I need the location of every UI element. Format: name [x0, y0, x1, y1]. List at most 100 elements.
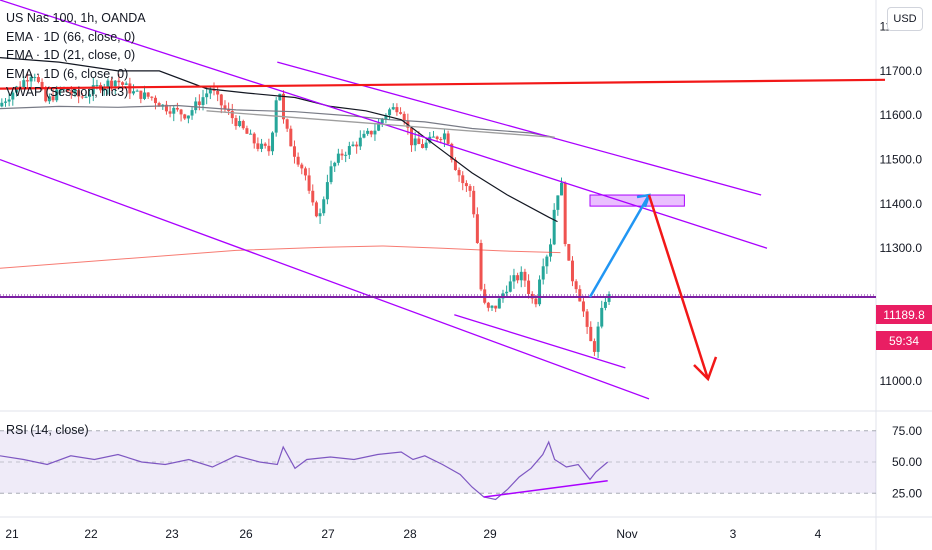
candle-body — [453, 159, 457, 170]
candle-body — [410, 127, 414, 146]
candle-body — [201, 97, 205, 105]
candle-body — [567, 244, 571, 261]
legend-vwap[interactable]: VWAP (Session, hlc3) — [6, 85, 129, 99]
candle-body — [479, 243, 483, 290]
candle-body — [186, 115, 190, 119]
candle-body — [600, 307, 604, 327]
candle-body — [249, 133, 253, 135]
candle-body — [113, 80, 117, 87]
candle-body — [263, 143, 267, 146]
candle-body — [333, 162, 337, 167]
candle-body — [0, 102, 4, 107]
candle-body — [121, 82, 125, 85]
candle-body — [267, 145, 271, 152]
legend-ema-66[interactable]: EMA · 1D (66, close, 0) — [6, 29, 136, 44]
candle-body — [212, 89, 216, 91]
candle-body — [512, 275, 516, 282]
candle-body — [344, 154, 348, 156]
candle-body — [347, 146, 351, 155]
candle-body — [457, 169, 461, 176]
candle-body — [464, 183, 468, 187]
candle-body — [505, 291, 509, 294]
candle-body — [252, 133, 256, 144]
ema-21-line — [0, 104, 555, 138]
forecast-down-path — [647, 194, 710, 380]
candle-body — [322, 199, 326, 214]
candle-body — [358, 137, 362, 147]
candle-body — [556, 195, 560, 210]
candle-body — [399, 112, 403, 114]
candle-body — [592, 341, 596, 352]
time-tick-label: 29 — [483, 527, 497, 541]
candle-body — [420, 144, 424, 148]
candle-body — [494, 305, 498, 309]
currency-button[interactable]: USD — [887, 7, 923, 31]
candle-body — [589, 326, 593, 342]
target-zone-box — [589, 194, 685, 207]
candle-body — [549, 244, 553, 257]
symbol-title: US Nas 100, 1h, OANDA — [6, 11, 146, 25]
candle-body — [585, 311, 589, 327]
candle-body — [238, 121, 242, 127]
candle-body — [534, 298, 538, 305]
candle-body — [552, 209, 556, 245]
candle-body — [150, 96, 154, 98]
candle-body — [44, 88, 48, 102]
candle-body — [25, 80, 29, 82]
candle-body — [18, 86, 22, 88]
candle-body — [296, 156, 300, 165]
candle-body — [84, 96, 88, 98]
candle-body — [388, 109, 392, 116]
rsi-line — [0, 440, 609, 501]
legend-ema-21[interactable]: EMA · 1D (21, close, 0) — [6, 48, 136, 62]
candle-body — [88, 94, 92, 97]
candle-body — [369, 130, 373, 135]
resistance-line — [0, 78, 886, 90]
candle-body — [208, 89, 212, 94]
price-tick-label: 11500.0 — [880, 153, 923, 167]
time-tick-label: Nov — [616, 527, 637, 541]
candle-body — [281, 93, 285, 120]
candle-body — [435, 136, 439, 140]
forecast-up-path — [588, 194, 651, 298]
rsi-legend[interactable]: RSI (14, close) — [6, 423, 89, 437]
candle-body — [314, 202, 318, 217]
candle-body — [439, 139, 443, 141]
time-tick-label: 23 — [165, 527, 179, 541]
candle-body — [47, 96, 51, 102]
candle-body — [318, 213, 322, 217]
candle-body — [7, 99, 11, 102]
candle-body — [128, 83, 132, 94]
candle-body — [596, 326, 600, 352]
candle-body — [523, 271, 527, 281]
candle-body — [132, 91, 136, 94]
price-tick-label: 11700.0 — [880, 64, 923, 78]
candle-body — [391, 107, 395, 110]
candle-body — [73, 90, 77, 94]
candle-body — [135, 90, 139, 92]
candle-body — [179, 109, 183, 115]
candle-body — [29, 77, 33, 82]
candle-body — [271, 132, 275, 152]
candle-body — [516, 275, 520, 281]
candle-body — [402, 113, 406, 122]
candle-body — [336, 153, 340, 163]
candle-body — [55, 89, 59, 101]
candle-body — [384, 115, 388, 120]
candle-body — [153, 97, 157, 104]
time-tick-label: 21 — [5, 527, 19, 541]
price-tick-label: 11000.0 — [880, 374, 923, 388]
time-tick-label: 4 — [815, 527, 822, 541]
candle-body — [527, 280, 531, 294]
candle-body — [3, 101, 7, 103]
candle-body — [446, 133, 450, 144]
candle-body — [256, 143, 260, 149]
legend-ema-6[interactable]: EMA · 1D (6, close, 0) — [6, 66, 129, 81]
candle-body — [14, 86, 18, 93]
candle-body — [581, 301, 585, 312]
rsi-tick-label: 75.00 — [892, 424, 922, 438]
rsi-divergence-line — [483, 480, 608, 498]
indicator-legend: US Nas 100, 1h, OANDA EMA · 1D (66, clos… — [6, 9, 146, 102]
candle-body — [124, 83, 128, 85]
price-tick-label: 11400.0 — [880, 197, 923, 211]
